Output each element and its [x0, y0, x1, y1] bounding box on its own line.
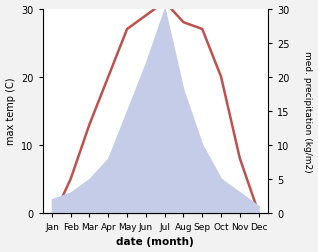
Y-axis label: max temp (C): max temp (C) [5, 78, 16, 145]
X-axis label: date (month): date (month) [116, 237, 194, 246]
Y-axis label: med. precipitation (kg/m2): med. precipitation (kg/m2) [303, 51, 313, 172]
